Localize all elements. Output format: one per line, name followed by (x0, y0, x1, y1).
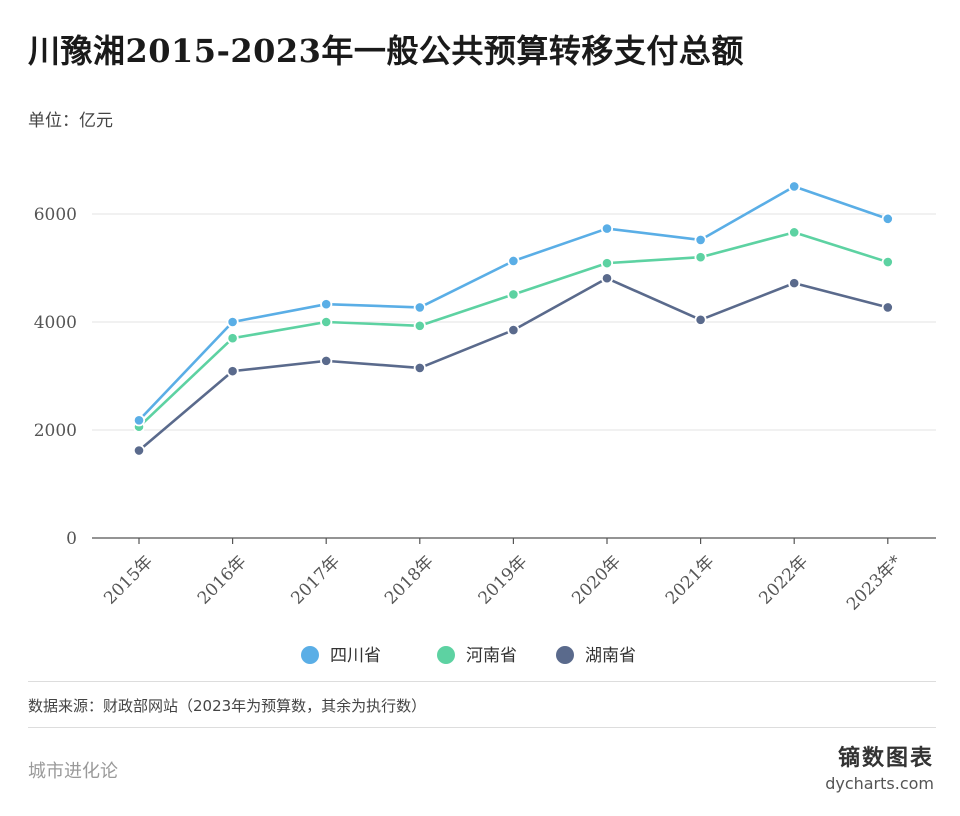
data-point (600, 257, 614, 270)
divider-top (28, 681, 936, 682)
legend-marker (556, 646, 574, 664)
data-point (694, 233, 707, 247)
legend-label: 四川省 (330, 646, 381, 666)
data-point (413, 319, 426, 332)
y-tick-label: 6000 (34, 205, 77, 225)
data-point (226, 332, 239, 345)
brand-url: dycharts.com (825, 774, 934, 793)
series-line (138, 276, 889, 452)
data-point (788, 180, 801, 193)
x-tick-label: 2020年 (568, 552, 625, 609)
line-chart: 0 2000 4000 6000 2015年 2016年 2017年 2018年 2019年 20… (34, 180, 936, 666)
data-source: 数据来源：财政部网站（2023年为预算数，其余为执行数） (28, 697, 427, 715)
legend-label: 湖南省 (585, 646, 636, 666)
data-point (788, 226, 801, 239)
series-lines (132, 180, 894, 457)
data-point (600, 222, 614, 235)
y-tick-label: 0 (66, 529, 77, 549)
legend: 四川省 河南省 湖南省 (301, 646, 636, 666)
data-point (320, 354, 333, 367)
data-point (694, 313, 707, 326)
chart-title: 川豫湘2015-2023年一般公共预算转移支付总额 (28, 32, 744, 70)
data-point (881, 212, 894, 225)
grid-lines (92, 213, 936, 431)
data-point (507, 323, 520, 337)
legend-marker (301, 646, 319, 664)
y-tick-label: 2000 (34, 421, 77, 441)
data-point (320, 315, 333, 329)
data-point (132, 414, 146, 427)
x-tick-label: 2022年 (755, 552, 812, 609)
x-tick-label: 2023年* (843, 552, 906, 615)
data-point (881, 301, 894, 314)
divider-bottom (28, 727, 936, 728)
brand-logo: 镝数图表 dycharts.com (825, 740, 934, 793)
data-point (600, 272, 614, 285)
legend-marker (437, 646, 455, 664)
x-tick-label: 2019年 (475, 552, 532, 609)
x-tick-label: 2017年 (287, 552, 344, 609)
x-tick-label: 2015年 (100, 552, 157, 609)
x-tick-label: 2016年 (194, 552, 251, 609)
data-point (507, 288, 520, 301)
data-point (788, 277, 801, 290)
data-point (507, 254, 520, 268)
series-line (138, 185, 889, 422)
data-point (694, 251, 707, 264)
data-point (881, 255, 894, 269)
data-point (320, 298, 333, 311)
publisher-name: 城市进化论 (28, 761, 118, 782)
legend-label: 河南省 (466, 646, 517, 666)
data-point (132, 444, 146, 457)
y-tick-label: 4000 (34, 313, 77, 333)
brand-name: 镝数图表 (837, 746, 934, 771)
x-tick-label: 2021年 (662, 552, 719, 609)
data-point (413, 361, 426, 374)
axes: 0 2000 4000 6000 2015年 2016年 2017年 2018年 2019年 20… (34, 205, 936, 615)
data-point (226, 315, 239, 329)
data-point (226, 365, 239, 378)
data-point (413, 301, 426, 314)
unit-label: 单位：亿元 (28, 111, 113, 131)
x-tick-label: 2018年 (381, 552, 438, 609)
